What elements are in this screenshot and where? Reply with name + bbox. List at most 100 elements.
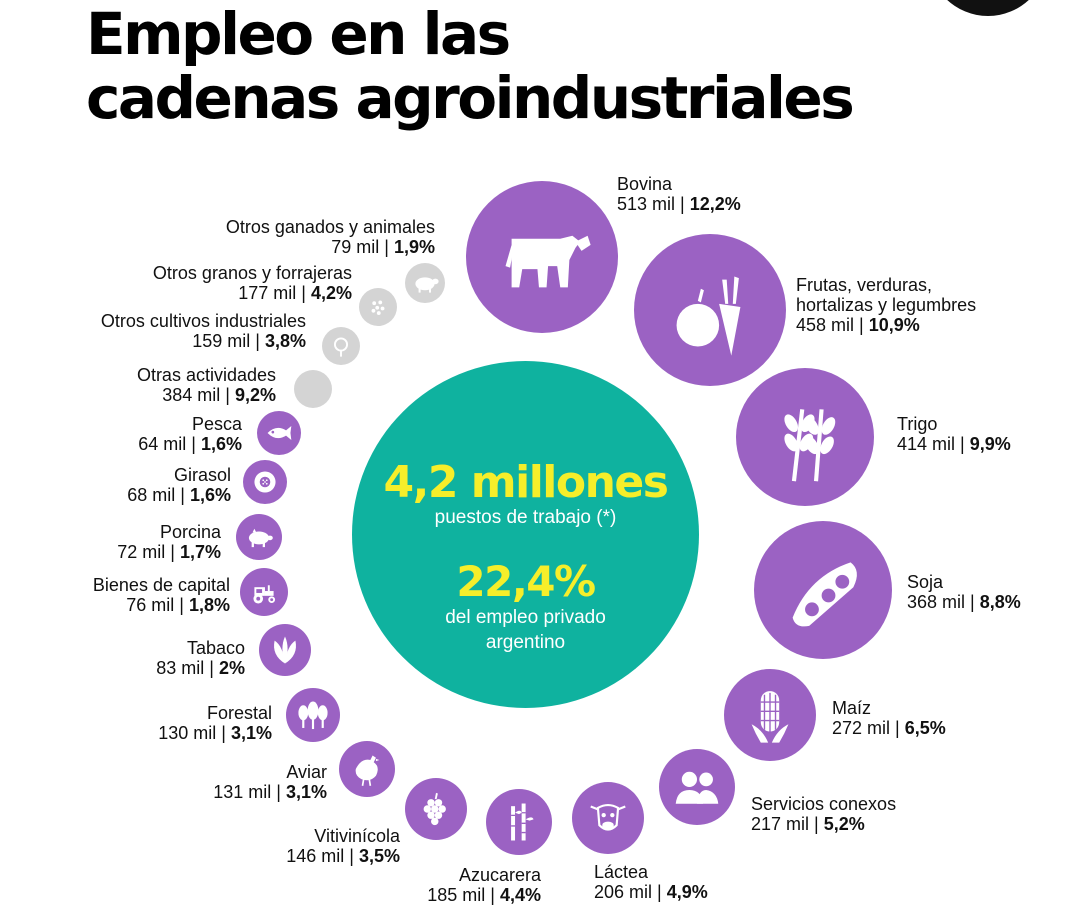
- sector-jobs: 384 mil |: [162, 385, 235, 405]
- sector-bubble-15: [243, 460, 287, 504]
- private-share-label: del empleo privado argentino: [352, 605, 699, 655]
- sector-value: 384 mil | 9,2%: [137, 385, 276, 405]
- sector-bubble-19: [359, 288, 397, 326]
- sector-bubble-9: [405, 778, 467, 840]
- total-jobs-label: puestos de trabajo (*): [434, 507, 617, 528]
- sector-jobs: 68 mil |: [127, 485, 190, 505]
- sector-name: Bovina: [617, 174, 673, 194]
- sector-value: 414 mil | 9,9%: [897, 434, 1011, 454]
- sector-label-12: Tabaco 83 mil | 2%: [156, 638, 245, 678]
- sector-name: Forestal: [206, 703, 272, 723]
- sector-bubble-10: [339, 741, 395, 797]
- sector-value: 513 mil | 12,2%: [617, 194, 741, 214]
- sector-percent: 10,9%: [868, 315, 920, 335]
- sector-percent: 8,8%: [979, 592, 1021, 612]
- sector-name: Vitivinícola: [314, 826, 400, 846]
- sector-name: Otros cultivos industriales: [100, 311, 306, 331]
- sector-name: Otras actividades: [136, 365, 276, 385]
- sector-name: Aviar: [286, 762, 327, 782]
- sector-bubble-11: [286, 688, 340, 742]
- sector-bubble-1: [466, 181, 618, 333]
- sector-value: 79 mil | 1,9%: [226, 237, 435, 257]
- sector-value: 177 mil | 4,2%: [153, 283, 352, 303]
- sector-jobs: 83 mil |: [156, 658, 219, 678]
- sector-jobs: 76 mil |: [126, 595, 189, 615]
- sector-jobs: 368 mil |: [907, 592, 980, 612]
- sector-label-18: Otros cultivos industriales 159 mil | 3,8…: [101, 311, 306, 351]
- sector-percent: 3,8%: [264, 331, 306, 351]
- sector-name: Trigo: [897, 414, 938, 434]
- sector-name: Tabaco: [186, 638, 245, 658]
- sector-name: Otros ganados y animales: [225, 217, 435, 237]
- sector-value: 159 mil | 3,8%: [101, 331, 306, 351]
- sector-percent: 9,9%: [969, 434, 1011, 454]
- sector-name: Otros granos y forrajeras: [152, 263, 352, 283]
- sector-value: 83 mil | 2%: [156, 658, 245, 678]
- sector-bubble-14: [236, 514, 282, 560]
- sector-value: 206 mil | 4,9%: [594, 882, 708, 902]
- sector-value: 146 mil | 3,5%: [286, 846, 400, 866]
- sector-bubble-13: [240, 568, 288, 616]
- sector-value: 217 mil | 5,2%: [751, 814, 896, 834]
- total-employment-circle: 4,2 millones puestos de trabajo (*) 22,4…: [352, 361, 699, 708]
- sector-value: 68 mil | 1,6%: [127, 485, 231, 505]
- sector-bubble-20: [405, 263, 445, 303]
- sector-jobs: 272 mil |: [832, 718, 905, 738]
- sector-label-20: Otros ganados y animales 79 mil | 1,9%: [226, 217, 435, 257]
- sector-percent: 3,5%: [358, 846, 400, 866]
- sector-label-15: Girasol 68 mil | 1,6%: [127, 465, 231, 505]
- sector-bubble-12: [259, 624, 311, 676]
- sector-percent: 5,2%: [823, 814, 865, 834]
- sector-percent: 3,1%: [230, 723, 272, 743]
- sector-name: Bienes de capital: [92, 575, 230, 595]
- sector-label-11: Forestal 130 mil | 3,1%: [158, 703, 272, 743]
- sector-bubble-8: [486, 789, 552, 855]
- sector-label-4: Soja 368 mil | 8,8%: [907, 572, 1021, 612]
- sector-jobs: 414 mil |: [897, 434, 970, 454]
- sector-value: 76 mil | 1,8%: [93, 595, 230, 615]
- sector-jobs: 64 mil |: [138, 434, 201, 454]
- sector-percent: 12,2%: [689, 194, 741, 214]
- sector-percent: 1,6%: [189, 485, 231, 505]
- sector-jobs: 159 mil |: [192, 331, 265, 351]
- sector-name: hortalizas y legumbres: [796, 295, 977, 315]
- sector-label-1: Bovina 513 mil | 12,2%: [617, 174, 741, 214]
- sector-percent: 1,6%: [200, 434, 242, 454]
- sector-label-7: Láctea 206 mil | 4,9%: [594, 862, 708, 902]
- sector-name: Porcina: [159, 522, 221, 542]
- sector-name: Servicios conexos: [751, 794, 897, 814]
- sector-jobs: 177 mil |: [238, 283, 311, 303]
- sector-percent: 4,2%: [310, 283, 352, 303]
- sector-bubble-18: [322, 327, 360, 365]
- title-line-2: cadenas agroindustriales: [86, 64, 855, 132]
- sector-name: Láctea: [594, 862, 649, 882]
- sector-jobs: 79 mil |: [331, 237, 394, 257]
- corner-decoration: [928, 0, 1048, 16]
- sector-label-6: Servicios conexos 217 mil | 5,2%: [751, 794, 896, 834]
- sector-percent: 1,7%: [179, 542, 221, 562]
- sector-value: 368 mil | 8,8%: [907, 592, 1021, 612]
- sector-label-9: Vitivinícola 146 mil | 3,5%: [286, 826, 400, 866]
- sector-bubble-4: [754, 521, 892, 659]
- total-jobs-value: 4,2 millones: [383, 457, 669, 508]
- sector-bubble-17: [294, 370, 332, 408]
- sector-bubble-2: [634, 234, 786, 386]
- sector-bubble-3: [736, 368, 874, 506]
- sector-label-10: Aviar 131 mil | 3,1%: [213, 762, 327, 802]
- sector-percent: 1,9%: [393, 237, 435, 257]
- sector-value: 131 mil | 3,1%: [213, 782, 327, 802]
- sector-label-17: Otras actividades 384 mil | 9,2%: [137, 365, 276, 405]
- sector-name: Azucarera: [458, 865, 541, 885]
- sector-jobs: 146 mil |: [286, 846, 359, 866]
- private-share-label-line-2: argentino: [485, 632, 566, 653]
- title-line-1: Empleo en las: [86, 0, 511, 68]
- sector-value: 130 mil | 3,1%: [158, 723, 272, 743]
- sector-bubble-16: [257, 411, 301, 455]
- sector-value: 64 mil | 1,6%: [138, 434, 242, 454]
- sector-value: 72 mil | 1,7%: [117, 542, 221, 562]
- private-share-value: 22,4%: [456, 557, 596, 606]
- sector-name: Pesca: [191, 414, 242, 434]
- sector-percent: 2%: [218, 658, 245, 678]
- sector-value: 272 mil | 6,5%: [832, 718, 946, 738]
- sector-percent: 3,1%: [285, 782, 327, 802]
